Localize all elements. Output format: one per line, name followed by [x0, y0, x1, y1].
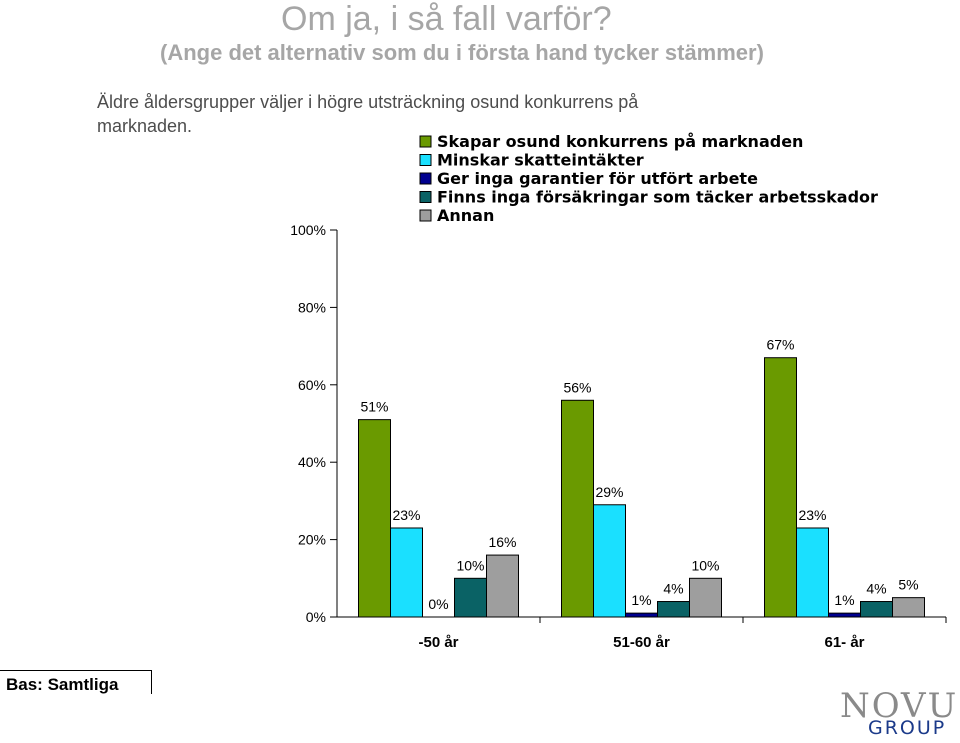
page-subtitle: (Ange det alternativ som du i första han… — [160, 40, 764, 65]
bar-value-label: 56% — [563, 379, 591, 395]
bar-value-label: 10% — [691, 557, 719, 573]
legend-label: Skapar osund konkurrens på marknaden — [437, 132, 803, 151]
bar-4-2 — [657, 601, 690, 618]
bar-2-2 — [593, 504, 626, 618]
bar-1-3 — [764, 357, 797, 618]
bar-value-label: 10% — [456, 557, 484, 573]
y-tick-label: 20% — [298, 532, 326, 548]
bar-3-2 — [625, 612, 658, 618]
y-tick-label: 0% — [306, 609, 326, 625]
legend-label: Finns inga försäkringar som täcker arbet… — [437, 188, 878, 207]
bar-value-label: 23% — [392, 507, 420, 523]
bar-value-label: 1% — [834, 592, 854, 608]
bar-value-label: 23% — [798, 507, 826, 523]
legend-swatch — [419, 154, 432, 166]
bar-value-label: 0% — [428, 596, 448, 612]
y-tick-label: 100% — [290, 222, 326, 238]
legend-swatch — [419, 209, 432, 222]
bar-1-1 — [358, 419, 391, 618]
legend-label: Minskar skatteintäkter — [437, 151, 644, 170]
bar-4-1 — [454, 577, 487, 618]
y-tick-label: 60% — [298, 377, 326, 393]
bar-2-1 — [390, 527, 423, 618]
novus-group-logo: NOVUS GROUP — [838, 686, 960, 740]
page-title: Om ja, i så fall varför? — [281, 0, 612, 38]
bar-value-label: 51% — [360, 399, 388, 415]
bar-value-label: 5% — [898, 577, 918, 593]
bar-5-1 — [486, 554, 519, 618]
bar-value-label: 4% — [866, 581, 886, 597]
bar-5-3 — [892, 597, 925, 618]
logo-word: NOVUS — [840, 686, 960, 726]
chart-description: Äldre åldersgrupper väljer i högre utstr… — [97, 92, 639, 136]
legend-label: Annan — [437, 206, 494, 225]
bar-2-3 — [796, 527, 829, 618]
bar-value-label: 4% — [663, 581, 683, 597]
legend-swatch — [419, 135, 432, 148]
base-label: Bas: Samtliga — [0, 670, 152, 694]
bar-value-label: 67% — [766, 337, 794, 353]
y-tick-label: 40% — [298, 454, 326, 470]
bar-1-2 — [561, 399, 594, 618]
x-category-label: -50 år — [418, 634, 458, 651]
bar-value-label: 16% — [488, 534, 516, 550]
legend-swatch — [419, 191, 432, 203]
y-tick-label: 80% — [298, 299, 326, 315]
x-category-label: 51-60 år — [613, 634, 670, 651]
bar-3-3 — [828, 612, 861, 618]
bar-4-3 — [860, 601, 893, 618]
logo-sub: GROUP — [868, 717, 947, 739]
x-category-label: 61- år — [824, 634, 864, 651]
legend-swatch — [419, 172, 432, 185]
legend-label: Ger inga garantier för utfört arbete — [437, 169, 758, 188]
bar-value-label: 1% — [631, 592, 651, 608]
bar-value-label: 29% — [595, 484, 623, 500]
bar-5-2 — [689, 577, 722, 618]
